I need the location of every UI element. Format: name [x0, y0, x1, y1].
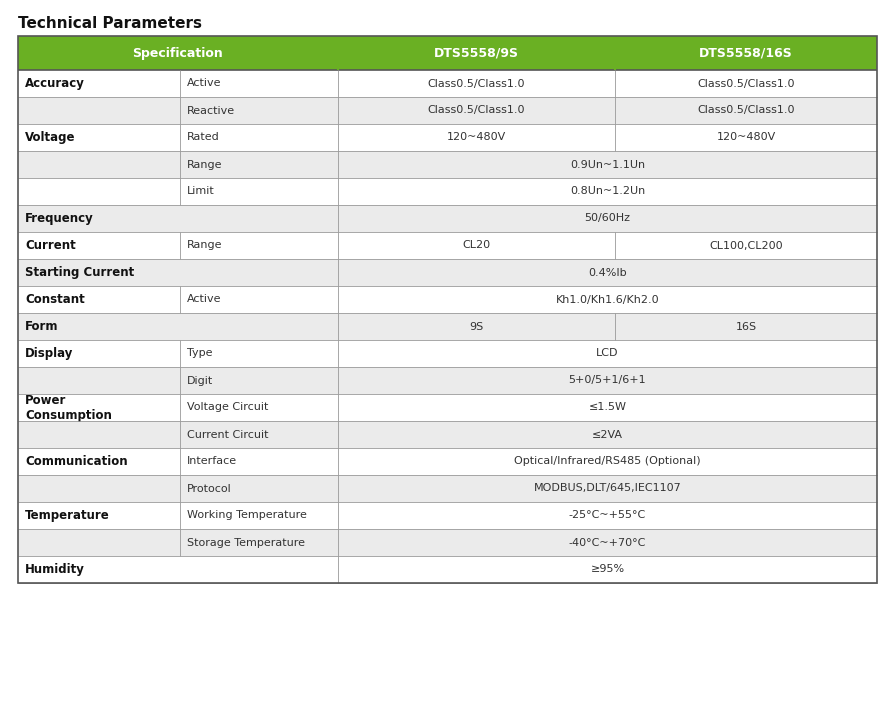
Text: Active: Active: [187, 78, 221, 88]
Text: 0.4%Ib: 0.4%Ib: [587, 267, 626, 277]
Text: 0.8Un~1.2Un: 0.8Un~1.2Un: [569, 186, 645, 196]
Text: Interface: Interface: [187, 456, 237, 466]
Text: Kh1.0/Kh1.6/Kh2.0: Kh1.0/Kh1.6/Kh2.0: [555, 294, 659, 304]
Text: Form: Form: [25, 320, 58, 333]
Text: Class0.5/Class1.0: Class0.5/Class1.0: [427, 105, 525, 115]
Text: 0.9Un~1.1Un: 0.9Un~1.1Un: [569, 159, 645, 169]
Text: Rated: Rated: [187, 132, 220, 142]
Text: Limit: Limit: [187, 186, 215, 196]
Text: Storage Temperature: Storage Temperature: [187, 538, 305, 547]
Text: Constant: Constant: [25, 293, 85, 306]
Bar: [18, 394, 876, 421]
Text: LCD: LCD: [595, 348, 618, 358]
Text: Temperature: Temperature: [25, 509, 110, 522]
Bar: [18, 340, 876, 367]
Text: Range: Range: [187, 159, 223, 169]
Bar: [18, 151, 876, 178]
Text: MODBUS,DLT/645,IEC1107: MODBUS,DLT/645,IEC1107: [533, 483, 680, 493]
Text: 9S: 9S: [468, 321, 483, 331]
Text: Specification: Specification: [132, 46, 224, 60]
Bar: [18, 97, 876, 124]
Text: Voltage Circuit: Voltage Circuit: [187, 402, 268, 412]
Text: ≤2VA: ≤2VA: [591, 429, 622, 439]
Bar: [18, 36, 876, 70]
Text: CL100,CL200: CL100,CL200: [708, 240, 782, 250]
Text: Accuracy: Accuracy: [25, 77, 85, 90]
Text: Digit: Digit: [187, 375, 213, 385]
Bar: [18, 259, 876, 286]
Text: -40°C~+70°C: -40°C~+70°C: [569, 538, 645, 547]
Text: Current: Current: [25, 239, 76, 252]
Text: ≤1.5W: ≤1.5W: [588, 402, 626, 412]
Bar: [18, 205, 876, 232]
Text: Reactive: Reactive: [187, 105, 235, 115]
Text: Working Temperature: Working Temperature: [187, 510, 307, 520]
Text: Type: Type: [187, 348, 212, 358]
Bar: [18, 475, 876, 502]
Bar: [18, 313, 876, 340]
Text: 5+0/5+1/6+1: 5+0/5+1/6+1: [568, 375, 645, 385]
Text: Range: Range: [187, 240, 223, 250]
Bar: [18, 36, 876, 583]
Text: Protocol: Protocol: [187, 483, 232, 493]
Text: Current Circuit: Current Circuit: [187, 429, 268, 439]
Text: Optical/Infrared/RS485 (Optional): Optical/Infrared/RS485 (Optional): [514, 456, 700, 466]
Bar: [18, 70, 876, 97]
Text: CL20: CL20: [462, 240, 490, 250]
Text: 120~480V: 120~480V: [446, 132, 506, 142]
Text: Display: Display: [25, 347, 73, 360]
Text: 16S: 16S: [735, 321, 755, 331]
Text: Active: Active: [187, 294, 221, 304]
Bar: [18, 178, 876, 205]
Text: Class0.5/Class1.0: Class0.5/Class1.0: [696, 105, 794, 115]
Text: Class0.5/Class1.0: Class0.5/Class1.0: [427, 78, 525, 88]
Text: Starting Current: Starting Current: [25, 266, 134, 279]
Text: 50/60Hz: 50/60Hz: [584, 213, 629, 223]
Text: Power
Consumption: Power Consumption: [25, 393, 112, 422]
Text: Technical Parameters: Technical Parameters: [18, 16, 202, 31]
Text: Voltage: Voltage: [25, 131, 75, 144]
Bar: [18, 124, 876, 151]
Text: DTS5558/16S: DTS5558/16S: [698, 46, 792, 60]
Text: DTS5558/9S: DTS5558/9S: [434, 46, 519, 60]
Bar: [18, 448, 876, 475]
Bar: [18, 502, 876, 529]
Text: ≥95%: ≥95%: [590, 565, 624, 574]
Text: 120~480V: 120~480V: [715, 132, 775, 142]
Bar: [18, 421, 876, 448]
Text: -25°C~+55°C: -25°C~+55°C: [569, 510, 645, 520]
Text: Humidity: Humidity: [25, 563, 85, 576]
Bar: [18, 286, 876, 313]
Text: Class0.5/Class1.0: Class0.5/Class1.0: [696, 78, 794, 88]
Bar: [18, 367, 876, 394]
Bar: [18, 529, 876, 556]
Bar: [18, 556, 876, 583]
Text: Communication: Communication: [25, 455, 128, 468]
Text: Frequency: Frequency: [25, 212, 94, 225]
Bar: [18, 232, 876, 259]
